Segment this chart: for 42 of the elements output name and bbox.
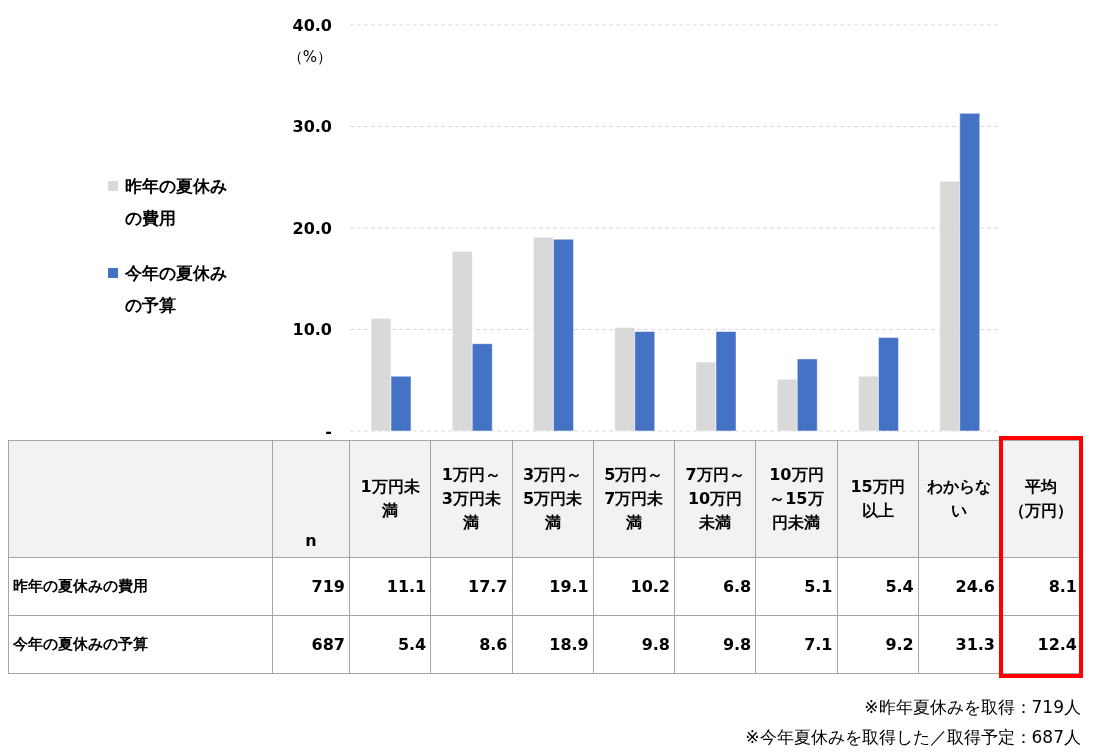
- text: ※今年夏休みを取得した／取得予定：687人: [745, 726, 1081, 749]
- data-label: 9.8: [593, 615, 675, 674]
- x-tick-label: 1万円未満: [349, 440, 431, 558]
- data-label: 31.3: [918, 615, 1000, 674]
- legend-label: 今年の夏休みの予算: [125, 262, 228, 317]
- data-label: 19.1: [512, 557, 594, 616]
- legend-label: 昨年の夏休みの費用: [125, 175, 228, 230]
- data-label: 18.9: [512, 615, 594, 674]
- y-tick-label: 20.0: [292, 218, 332, 238]
- x-tick-label: 15万円以上: [837, 440, 919, 558]
- data-label: 6.8: [674, 557, 756, 616]
- text: 12.4: [999, 615, 1082, 674]
- y-tick-label: 30.0: [292, 117, 332, 137]
- x-tick-label: 1万円～3万円未満: [430, 440, 512, 558]
- x-tick-label: 3万円～5万円未満: [512, 440, 594, 558]
- x-tick-label: 5万円～7万円未満: [593, 440, 675, 558]
- text: ※昨年夏休みを取得：719人: [863, 696, 1081, 719]
- data-label: 9.2: [837, 615, 919, 674]
- x-tick-label: 7万円～10万円未満: [674, 440, 756, 558]
- y-tick-label: 10.0: [292, 320, 332, 340]
- data-label: 8.6: [430, 615, 512, 674]
- data-label: 10.2: [593, 557, 675, 616]
- y-tick-label: -: [325, 421, 332, 441]
- data-label: 7.1: [755, 615, 837, 674]
- data-label: 9.8: [674, 615, 756, 674]
- text: 平均（万円）: [999, 440, 1082, 558]
- data-label: 5.4: [837, 557, 919, 616]
- data-label: 5.1: [755, 557, 837, 616]
- data-label: 5.4: [349, 615, 431, 674]
- x-tick-label: わからない: [918, 440, 1000, 558]
- data-label: 24.6: [918, 557, 1000, 616]
- x-tick-label: 10万円～15万円未満: [755, 440, 837, 558]
- data-label: 11.1: [349, 557, 431, 616]
- text: n: [272, 440, 350, 558]
- y-tick-label: 40.0: [292, 15, 332, 35]
- text: 今年の夏休みの予算: [13, 635, 148, 653]
- data-label: 17.7: [430, 557, 512, 616]
- text: 687: [272, 615, 350, 674]
- y-axis-title: （%）: [286, 48, 334, 66]
- text: 昨年の夏休みの費用: [13, 577, 148, 595]
- text: 719: [272, 557, 350, 616]
- text: 8.1: [999, 557, 1082, 616]
